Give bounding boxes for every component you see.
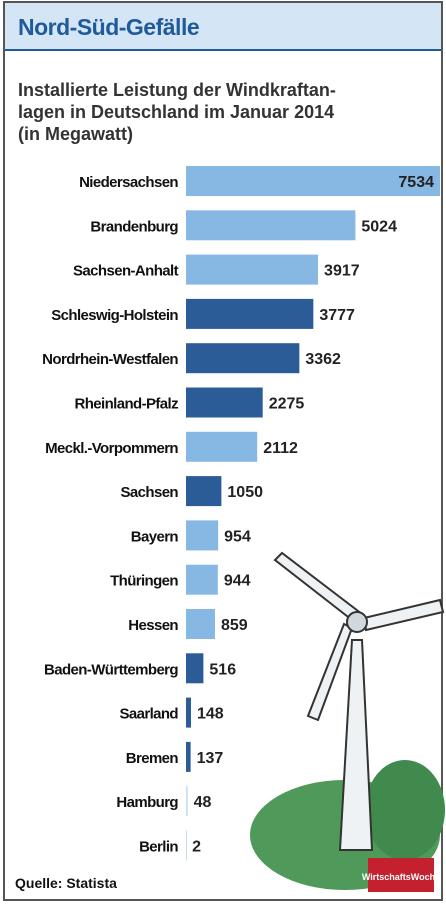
category-label: Berlin xyxy=(139,839,178,856)
page: {"chart_data": {"type": "hbar", "title":… xyxy=(0,0,446,911)
category-label: Thüringen xyxy=(110,573,178,590)
category-label: Bayern xyxy=(131,528,179,545)
category-label: Brandenburg xyxy=(90,218,178,235)
bar xyxy=(186,609,215,639)
source: Quelle: Statista xyxy=(15,875,117,891)
category-label: Sachsen-Anhalt xyxy=(73,263,179,280)
value-label: 5024 xyxy=(361,218,397,235)
bar xyxy=(186,742,191,772)
value-label: 3777 xyxy=(319,307,355,324)
bar xyxy=(186,653,203,683)
category-label: Nordrhein-Westfalen xyxy=(42,351,178,368)
value-label: 3917 xyxy=(324,263,360,280)
value-label: 2 xyxy=(192,839,201,856)
category-label: Hessen xyxy=(128,617,178,634)
bar xyxy=(186,388,263,418)
value-label: 48 xyxy=(194,794,212,811)
bar xyxy=(186,255,318,285)
value-label: 2275 xyxy=(269,396,305,413)
value-label: 137 xyxy=(197,750,224,767)
category-label: Niedersachsen xyxy=(79,174,178,191)
value-label: 859 xyxy=(221,617,248,634)
value-label: 2112 xyxy=(263,440,298,457)
category-label: Sachsen xyxy=(121,484,179,501)
category-label: Bremen xyxy=(126,750,179,767)
value-label: 148 xyxy=(197,706,224,723)
value-label: 516 xyxy=(209,661,236,678)
value-label: 7534 xyxy=(398,174,434,191)
value-label: 1050 xyxy=(227,484,263,501)
category-label: Hamburg xyxy=(116,794,178,811)
category-label: Saarland xyxy=(119,706,178,723)
bar xyxy=(186,786,188,816)
value-label: 944 xyxy=(224,573,251,590)
chart: Nord-Süd-Gefälle Installierte Leistung d… xyxy=(0,0,446,911)
bar xyxy=(186,520,218,550)
bar xyxy=(186,476,221,506)
bar xyxy=(186,698,191,728)
category-label: Schleswig-Holstein xyxy=(51,307,178,324)
category-label: Meckl.-Vorpommern xyxy=(45,440,178,457)
bar xyxy=(186,831,187,861)
logo: WirtschaftsWoche xyxy=(362,872,440,882)
bar xyxy=(186,565,218,595)
bar xyxy=(186,210,355,240)
category-label: Rheinland-Pfalz xyxy=(74,396,178,413)
bar xyxy=(186,343,299,373)
category-label: Baden-Württemberg xyxy=(44,661,178,678)
bar xyxy=(186,299,313,329)
value-label: 3362 xyxy=(305,351,341,368)
bar xyxy=(186,432,257,462)
chart-title: Nord-Süd-Gefälle xyxy=(18,14,199,40)
value-label: 954 xyxy=(224,528,251,545)
